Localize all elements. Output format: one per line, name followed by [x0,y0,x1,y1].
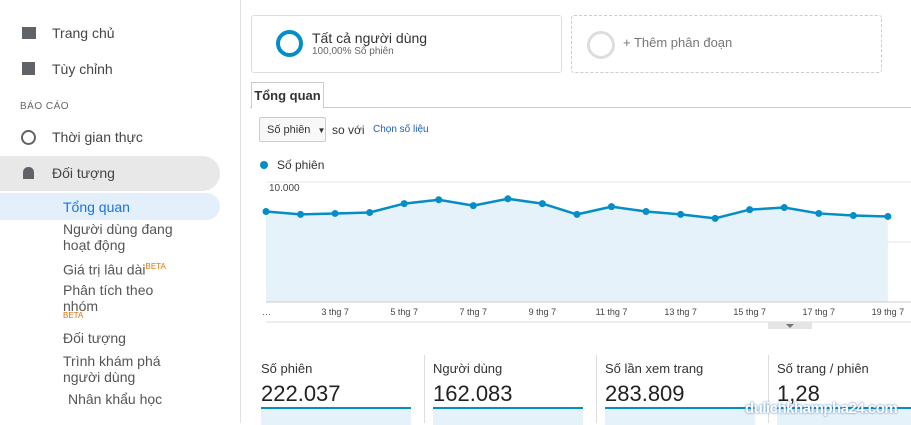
person-icon [23,167,34,179]
nav-subitem[interactable]: Đối tượng [63,330,126,346]
point [884,212,892,220]
segment-card[interactable]: Tất cả người dùng 100,00% Số phiên [251,15,562,73]
metrics-row: Số phiên 222.037 Người dùng 162.083 Số lần x… [253,353,911,425]
y-tick-label: 10.000 [269,183,300,194]
metric-value: 283.809 [605,381,685,406]
metric-value: 222.037 [261,381,341,406]
nav-item[interactable]: Đối tượng [52,165,115,181]
collapse-arrow [786,324,794,328]
x-tick-label: 5 thg 7 [390,307,418,317]
caret: ▼ [317,126,326,135]
chart: Số phiên5.00010.000…3 thg 75 thg 77 thg … [260,158,911,329]
sparkline [261,407,411,425]
sparkline [605,407,755,425]
point [677,210,685,218]
clock-icon [21,130,36,145]
section-label: BÁO CÁO [20,101,70,112]
nav-subitem[interactable]: Phân tích theo nhóm [63,282,154,314]
metric-label: Số phiên [261,361,313,376]
tab[interactable]: Tổng quan [251,82,324,109]
segment-title: Tất cả người dùng [312,30,428,46]
x-tick-label: … [262,307,271,317]
point [711,214,719,222]
point [780,204,788,212]
metric-label: Số lần xem trang [605,361,704,376]
x-tick-label: 9 thg 7 [529,307,557,317]
customize-icon [22,62,35,75]
tab-line [250,107,911,108]
point [538,200,546,208]
nav-subitem[interactable]: Tổng quan [63,199,130,215]
point [262,208,270,216]
nav-item[interactable]: Tùy chỉnh [52,61,113,77]
x-tick-label: 11 thg 7 [596,307,628,317]
segment-ring [276,30,303,57]
compare-text: so với [332,123,365,137]
point [504,195,512,203]
nav-subitem[interactable]: Nhân khẩu học [68,391,163,407]
nav-item[interactable]: Trang chủ [52,25,115,41]
nav-subitem[interactable]: Người dùng đang hoạt động [63,221,173,253]
x-tick-label: 13 thg 7 [664,307,697,317]
area [266,198,888,302]
point [815,209,823,217]
point [297,210,305,218]
home-icon [22,27,36,39]
x-tick-label: 3 thg 7 [321,307,349,317]
metric-label: Người dùng [433,361,503,376]
active-bg [0,156,220,191]
beta-badge: BETA [145,262,166,271]
beta-badge: BETA [63,311,84,320]
add-segment[interactable]: + Thêm phân đoạn [571,15,882,73]
metric-value: 162.083 [433,381,513,406]
metric-divider [768,355,769,423]
nav-label: Giá trị lâu dài [63,261,146,278]
point [469,202,477,210]
nav-item[interactable]: Thời gian thực [52,129,143,145]
x-tick-label: 19 thg 7 [872,307,905,317]
select-text: Số phiên [267,124,311,136]
metric-divider [424,355,425,423]
point [366,208,374,216]
point [400,200,408,208]
legend-label: Số phiên [277,158,324,172]
point [608,203,615,211]
point [642,208,650,216]
metric-divider [596,355,597,423]
point [849,211,857,219]
x-tick-label: 7 thg 7 [460,307,488,317]
choose-metric[interactable]: Chọn số liệu [373,124,429,135]
watermark: dulichkhampha24.com [745,400,898,417]
metric-value: 1,28 [777,381,820,406]
legend-dot [260,161,268,169]
segment-title: + Thêm phân đoạn [623,35,733,50]
segment-subtitle: 100,00% Số phiên [312,46,394,57]
point [746,206,754,214]
sparkline [433,407,583,425]
sparkline [777,407,911,425]
segment-ring [587,31,615,59]
point [573,210,581,218]
x-tick-label: 17 thg 7 [803,307,836,317]
selected-bg [0,193,220,220]
point [435,196,443,204]
x-tick-label: 15 thg 7 [733,307,766,317]
point [331,209,339,217]
nav-subitem[interactable]: Trình khám phá người dùng [63,353,161,385]
metric-select[interactable]: Số phiên ▼ [259,117,326,142]
sidebar: Trang chủ Tùy chỉnh BÁO CÁO Thời gian th… [0,0,241,423]
nav-subitem[interactable]: Giá trị lâu dàiBETA [63,259,166,278]
metric-label: Số trang / phiên [777,361,869,376]
